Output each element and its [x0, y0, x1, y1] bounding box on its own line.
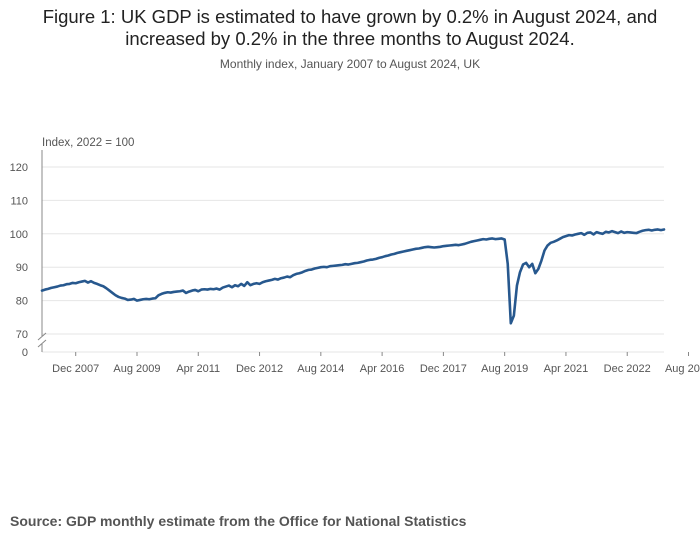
x-tick-label: Apr 2021	[544, 363, 589, 375]
x-tick-label: Apr 2011	[176, 363, 220, 375]
x-tick-label: Dec 2017	[420, 363, 467, 375]
series-line-gdp-index	[40, 228, 666, 325]
chart-title: Figure 1: UK GDP is estimated to have gr…	[42, 6, 658, 49]
x-tick-label: Aug 2009	[113, 363, 160, 375]
x-tick-label: Aug 2014	[297, 363, 344, 375]
y-tick-label: 120	[10, 162, 28, 174]
x-tick-label: Dec 2012	[236, 363, 283, 375]
x-tick-label: Dec 2007	[52, 363, 99, 375]
x-tick-label: Apr 2016	[360, 363, 405, 375]
y-tick-label: 90	[16, 262, 28, 274]
source-note: Source: GDP monthly estimate from the Of…	[10, 513, 467, 529]
axis-break-mark	[37, 332, 47, 341]
axis-break-mark	[37, 339, 47, 348]
x-tick-label: Aug 2019	[481, 363, 528, 375]
y-tick-label: 110	[10, 195, 28, 207]
y-axis-title: Index, 2022 = 100	[42, 137, 134, 149]
y-tick-label: 70	[16, 329, 28, 341]
x-tick-label: Dec 2022	[604, 363, 651, 375]
chart-subtitle: Monthly index, January 2007 to August 20…	[219, 57, 481, 71]
y-tick-label: 100	[10, 229, 28, 241]
y-tick-label: 80	[16, 296, 28, 308]
y-tick-label: 0	[22, 347, 28, 359]
x-tick-label: Aug 2024	[665, 363, 700, 375]
